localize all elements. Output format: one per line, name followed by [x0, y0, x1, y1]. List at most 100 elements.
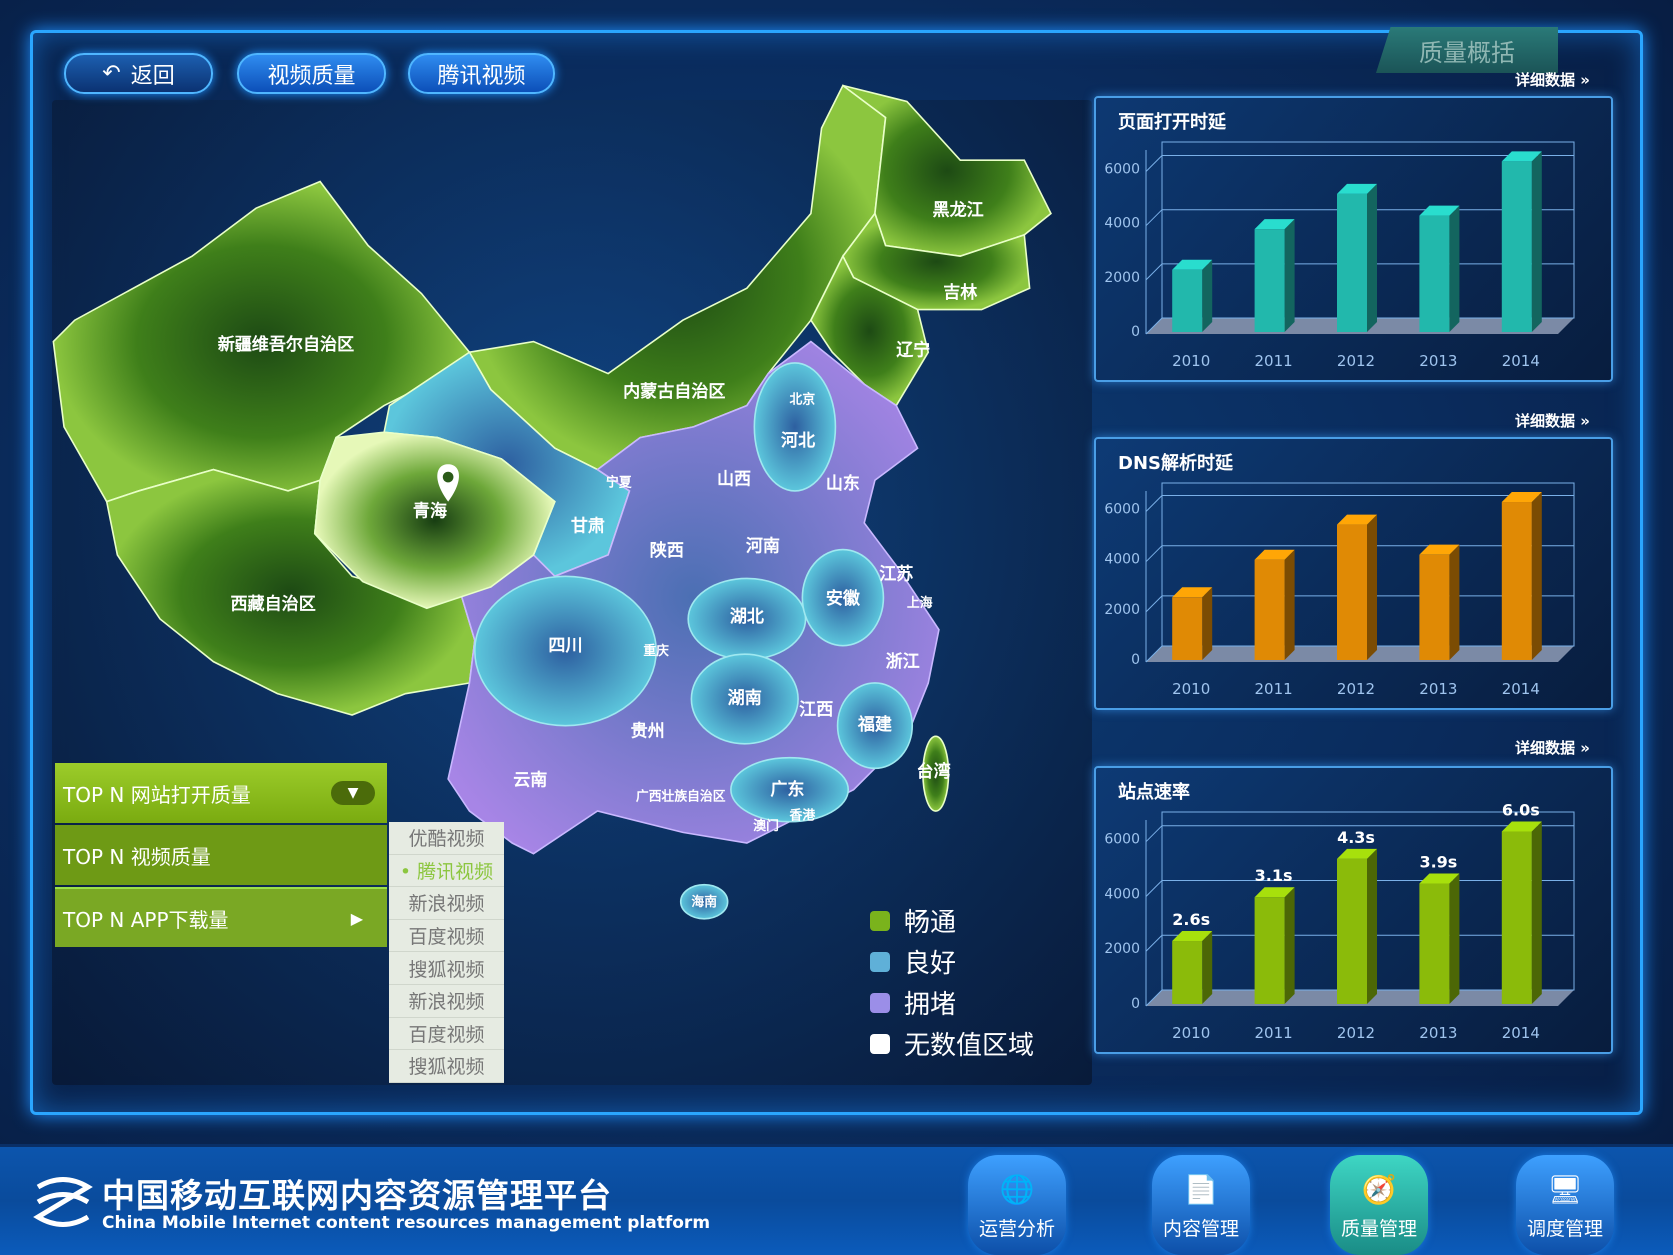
detail-link-1[interactable]: 详细数据 »	[1515, 71, 1590, 89]
nav-button[interactable]: 🖥 调度管理	[1516, 1155, 1614, 1255]
nav-button[interactable]: 📄 内容管理	[1152, 1155, 1250, 1255]
y-tick-label: 4000	[1104, 216, 1140, 232]
bar[interactable]	[1501, 161, 1532, 332]
platform-subtitle: China Mobile Internet content resources …	[102, 1213, 711, 1233]
legend-item: 良好	[870, 941, 1034, 982]
province-taiwan[interactable]	[922, 735, 950, 812]
x-tick-label: 2012	[1337, 680, 1375, 698]
bar[interactable]	[1419, 883, 1450, 1004]
submenu-item[interactable]: 优酷视频	[389, 822, 504, 855]
y-tick-label: 2000	[1104, 602, 1140, 618]
submenu-item[interactable]: 新浪视频	[389, 887, 504, 920]
bar[interactable]	[1254, 897, 1285, 1004]
bar-top	[1419, 544, 1460, 555]
document-icon: 📄	[1183, 1173, 1219, 1206]
bar-side	[1531, 821, 1542, 1004]
x-tick-label: 2012	[1337, 352, 1375, 370]
menu-item-video-quality[interactable]: TOP N 视频质量	[55, 825, 387, 885]
menu-label: TOP N APP下载量	[63, 907, 229, 932]
bar-side	[1367, 183, 1377, 332]
dropdown-caret-icon[interactable]: ▼	[331, 781, 375, 805]
nav-label: 质量管理	[1340, 1218, 1417, 1240]
submenu-item[interactable]: 百度视频	[389, 1018, 504, 1051]
bar-side	[1367, 514, 1377, 660]
bar[interactable]	[1501, 831, 1532, 1004]
menu-item-app-downloads[interactable]: TOP N APP下载量 ▶	[55, 887, 387, 947]
bar-side	[1449, 544, 1460, 660]
menu-item-website-quality[interactable]: TOP N 网站打开质量 ▼	[55, 763, 387, 823]
detail-link-2[interactable]: 详细数据 »	[1515, 412, 1590, 430]
x-tick-label: 2012	[1337, 1024, 1375, 1042]
y-tick-label: 6000	[1104, 162, 1140, 178]
legend-swatch	[870, 1033, 890, 1054]
chart-svg: 0 2000 4000 6000 2010 2011 2012 2013 2014	[1104, 141, 1575, 370]
bar[interactable]	[1254, 229, 1285, 332]
bar-side	[1367, 848, 1377, 1004]
bar[interactable]	[1337, 524, 1367, 660]
video-quality-button[interactable]: 视频质量	[237, 53, 386, 94]
nav-button[interactable]: 🧭 质量管理	[1330, 1155, 1428, 1255]
bar-side	[1284, 219, 1295, 332]
bar-side	[1449, 205, 1460, 332]
legend-item: 无数值区域	[870, 1023, 1034, 1064]
submenu-item[interactable]: 新浪视频	[389, 985, 504, 1018]
bar-side	[1202, 931, 1213, 1004]
submenu-item[interactable]: • 腾讯视频	[389, 855, 504, 888]
bar[interactable]	[1501, 502, 1532, 660]
province-label: 西藏自治区	[230, 593, 315, 614]
province-label: 陕西	[650, 540, 684, 561]
chart-panel-page-open-latency: 0 2000 4000 6000 2010 2011 2012 2013 2014 页面打开时延	[1094, 96, 1613, 382]
bar[interactable]	[1172, 941, 1203, 1004]
gridline-diag	[1145, 934, 1163, 952]
province-label: 上海	[907, 595, 933, 611]
bar[interactable]	[1419, 554, 1450, 660]
bar[interactable]	[1337, 858, 1367, 1004]
province-label: 山西	[717, 470, 751, 490]
data-label: 3.1s	[1255, 866, 1293, 885]
video-submenu: 优酷视频 • 腾讯视频 新浪视频 百度视频 搜狐视频 新浪视频 百度视频 搜狐视频	[389, 822, 504, 1083]
y-tick-label: 0	[1131, 324, 1140, 340]
gridline-diag	[1145, 545, 1163, 563]
compass-icon: 🧭	[1361, 1173, 1397, 1206]
province-label: 广西壮族自治区	[636, 788, 726, 804]
location-pin-icon[interactable]	[437, 464, 459, 502]
bar[interactable]	[1337, 193, 1367, 332]
submenu-item[interactable]: 搜狐视频	[389, 1050, 504, 1083]
tab-quality-overview[interactable]: 质量概括	[1376, 27, 1558, 73]
y-tick-label: 0	[1131, 996, 1140, 1012]
tencent-video-button[interactable]: 腾讯视频	[408, 53, 555, 94]
province-qinghai[interactable]	[313, 431, 556, 610]
province-label: 海南	[691, 894, 717, 910]
gridline-diag	[1145, 989, 1163, 1007]
submenu-item[interactable]: 百度视频	[389, 920, 504, 953]
bar[interactable]	[1172, 597, 1203, 660]
chart-svg: 0 2000 4000 6000 2010 2011 2012 2013 2014	[1104, 482, 1575, 698]
nav-button[interactable]: 🌐 运营分析	[968, 1155, 1066, 1255]
province-label: 云南	[513, 769, 547, 790]
nav-label: 运营分析	[978, 1218, 1055, 1240]
x-tick-label: 2011	[1255, 352, 1293, 370]
bar-side	[1284, 549, 1295, 660]
detail-link-3[interactable]: 详细数据 »	[1515, 739, 1590, 757]
province-hainan[interactable]	[679, 883, 729, 920]
gridline-diag	[1145, 263, 1163, 281]
bar-side	[1202, 587, 1213, 660]
province-label: 广东	[770, 779, 804, 800]
x-tick-label: 2011	[1255, 1024, 1293, 1042]
y-tick-label: 0	[1131, 652, 1140, 668]
chart-panel-site-speed: 0 2000 4000 6000 2010 2.6s 2011 3.1s 2012 4.3s 201…	[1094, 766, 1613, 1054]
submenu-item[interactable]: 搜狐视频	[389, 952, 504, 985]
back-button[interactable]: ↶ 返回	[64, 53, 213, 94]
province-label: 青海	[413, 501, 447, 522]
bar[interactable]	[1419, 215, 1450, 332]
x-tick-label: 2010	[1172, 680, 1210, 698]
x-tick-label: 2013	[1419, 1024, 1457, 1042]
platform-title: 中国移动互联网内容资源管理平台	[102, 1176, 612, 1215]
bar-top	[1501, 821, 1542, 832]
bar[interactable]	[1172, 269, 1203, 332]
gridline-diag	[1145, 209, 1163, 227]
bar-top	[1501, 151, 1542, 162]
bar[interactable]	[1254, 559, 1285, 660]
legend-item: 拥堵	[870, 982, 1034, 1023]
province-label: 江苏	[879, 563, 913, 584]
